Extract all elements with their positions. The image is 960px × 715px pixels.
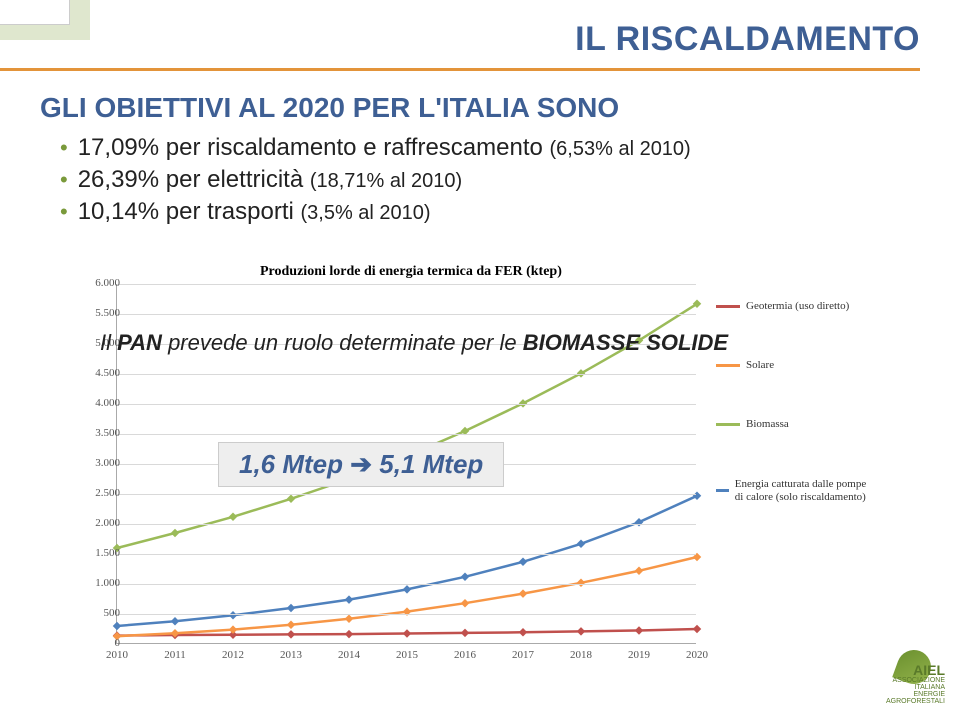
slide: IL RISCALDAMENTO GLI OBIETTIVI AL 2020 P… (0, 0, 960, 715)
data-point (635, 518, 643, 526)
callout-pan: Il PAN prevede un ruolo determinate per … (100, 330, 728, 356)
data-point (345, 615, 353, 623)
data-point (171, 617, 179, 625)
data-point (693, 492, 701, 500)
legend-label: Geotermia (uso diretto) (746, 300, 849, 313)
data-point (461, 599, 469, 607)
bullet-item: • 10,14% per trasporti (3,5% al 2010) (60, 198, 691, 226)
x-tick-label: 2012 (222, 649, 244, 661)
data-point (693, 625, 701, 633)
x-tick-label: 2011 (164, 649, 186, 661)
y-tick-label: 1.500 (80, 547, 120, 559)
x-tick-label: 2019 (628, 649, 650, 661)
data-point (519, 589, 527, 597)
x-tick-label: 2020 (686, 649, 708, 661)
legend-item-pump: Energia catturata dalle pompe di calore … (716, 478, 876, 504)
y-tick-label: 4.500 (80, 367, 120, 379)
legend: Geotermia (uso diretto) Solare Biomassa … (716, 300, 876, 550)
legend-label: Energia catturata dalle pompe di calore … (735, 478, 876, 504)
data-point (287, 604, 295, 612)
data-point (635, 626, 643, 634)
arrow-icon: ➔ (343, 449, 379, 479)
legend-swatch (716, 489, 729, 492)
data-point (287, 630, 295, 638)
chart-title: Produzioni lorde di energia termica da F… (260, 264, 562, 280)
data-point (635, 567, 643, 575)
y-tick-label: 3.000 (80, 457, 120, 469)
legend-item-solar: Solare (716, 359, 876, 372)
x-tick-label: 2014 (338, 649, 360, 661)
bullet-list: • 17,09% per riscaldamento e raffrescame… (60, 134, 691, 230)
bullet-item: • 17,09% per riscaldamento e raffrescame… (60, 134, 691, 162)
gridline (117, 404, 696, 405)
gridline (117, 374, 696, 375)
gridline (117, 494, 696, 495)
y-tick-label: 2.000 (80, 517, 120, 529)
bullet-dot-icon: • (60, 167, 68, 193)
data-point (577, 540, 585, 548)
slide-title: IL RISCALDAMENTO (575, 20, 920, 59)
data-point (403, 585, 411, 593)
bullet-text: 17,09% per riscaldamento e raffrescament… (78, 134, 691, 162)
legend-item-bio: Biomassa (716, 418, 876, 431)
x-tick-label: 2015 (396, 649, 418, 661)
y-tick-label: 4.000 (80, 397, 120, 409)
title-underline (0, 68, 920, 71)
data-point (113, 622, 121, 630)
legend-swatch (716, 364, 740, 367)
y-tick-label: 0 (80, 637, 120, 649)
y-tick-label: 6.000 (80, 277, 120, 289)
legend-item-geo: Geotermia (uso diretto) (716, 300, 876, 313)
data-point (577, 627, 585, 635)
data-point (229, 611, 237, 619)
legend-swatch (716, 305, 740, 308)
series-line (117, 557, 697, 636)
data-point (519, 558, 527, 566)
y-tick-label: 500 (80, 607, 120, 619)
x-tick-label: 2017 (512, 649, 534, 661)
data-point (519, 628, 527, 636)
y-tick-label: 5.500 (80, 307, 120, 319)
gridline (117, 434, 696, 435)
data-point (345, 595, 353, 603)
callout-mtep: 1,6 Mtep ➔ 5,1 Mtep (218, 442, 504, 487)
gridline (117, 584, 696, 585)
gridline (117, 284, 696, 285)
y-tick-label: 1.000 (80, 577, 120, 589)
y-tick-label: 2.500 (80, 487, 120, 499)
data-point (577, 579, 585, 587)
bullet-item: • 26,39% per elettricità (18,71% al 2010… (60, 166, 691, 194)
bullet-dot-icon: • (60, 135, 68, 161)
x-tick-label: 2018 (570, 649, 592, 661)
title-region: IL RISCALDAMENTO (575, 20, 920, 59)
x-tick-label: 2016 (454, 649, 476, 661)
data-point (461, 573, 469, 581)
y-tick-label: 3.500 (80, 427, 120, 439)
bullet-dot-icon: • (60, 199, 68, 225)
data-point (287, 621, 295, 629)
legend-swatch (716, 423, 740, 426)
bullet-text: 26,39% per elettricità (18,71% al 2010) (78, 166, 462, 194)
gridline (117, 614, 696, 615)
section-heading: GLI OBIETTIVI AL 2020 PER L'ITALIA SONO (40, 92, 619, 124)
x-tick-label: 2013 (280, 649, 302, 661)
data-point (229, 625, 237, 633)
gridline (117, 554, 696, 555)
aiel-logo: AIEL ASSOCIAZIONE ITALIANA ENERGIE AGROF… (865, 650, 945, 705)
data-point (403, 629, 411, 637)
logo-text: AIEL ASSOCIAZIONE ITALIANA ENERGIE AGROF… (865, 663, 945, 705)
data-point (229, 513, 237, 521)
legend-label: Solare (746, 359, 774, 372)
legend-label: Biomassa (746, 418, 789, 431)
bullet-text: 10,14% per trasporti (3,5% al 2010) (78, 198, 431, 226)
gridline (117, 314, 696, 315)
data-point (287, 495, 295, 503)
data-point (345, 630, 353, 638)
data-point (461, 629, 469, 637)
series-line (117, 496, 697, 626)
gridline (117, 524, 696, 525)
data-point (171, 529, 179, 537)
x-tick-label: 2010 (106, 649, 128, 661)
